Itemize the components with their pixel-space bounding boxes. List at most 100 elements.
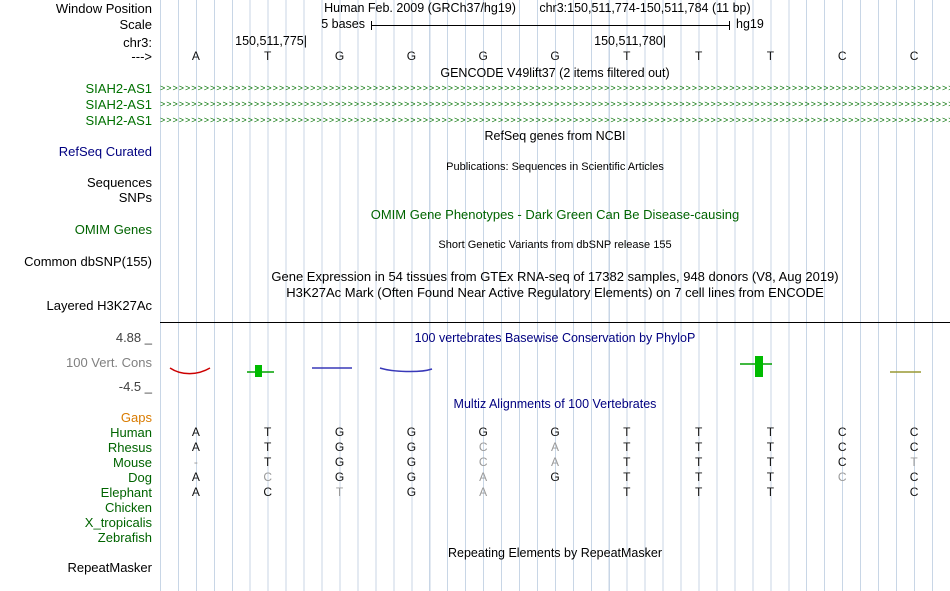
strand-arrow-label: ---> [131, 49, 152, 64]
alignment-row-zebrafish [160, 530, 950, 545]
aligned-base: T [264, 455, 272, 469]
aligned-base: T [623, 470, 631, 484]
transcript-label[interactable]: SIAH2-AS1 [85, 113, 152, 128]
ruler-tick-1: 150,511,775| [235, 34, 307, 48]
track-label-repeatmasker[interactable]: RepeatMasker [67, 560, 152, 575]
aligned-base [160, 530, 232, 545]
aligned-base [232, 515, 304, 530]
aligned-base: G [334, 455, 345, 469]
track-label-gaps[interactable]: Gaps [120, 410, 152, 425]
track-title-h3k27ac[interactable]: H3K27Ac Mark (Often Found Near Active Re… [286, 285, 824, 300]
aligned-base: C [478, 440, 488, 454]
species-label-human[interactable]: Human [110, 425, 152, 440]
sequence-base: T [264, 49, 272, 63]
aligned-base [591, 500, 663, 515]
transcript-arrows[interactable]: >>>>>>>>>>>>>>>>>>>>>>>>>>>>>>>>>>>>>>>>… [160, 99, 950, 109]
track-label-snps[interactable]: SNPs [118, 190, 152, 205]
scale-bar [371, 21, 730, 30]
sequence-base: G [550, 49, 560, 63]
aligned-base: - [193, 455, 198, 469]
aligned-base [447, 530, 519, 545]
track-label-refseq-curated[interactable]: RefSeq Curated [58, 144, 152, 159]
aligned-base: A [479, 485, 488, 499]
aligned-base [735, 515, 807, 530]
aligned-base [519, 500, 591, 515]
aligned-base: A [191, 425, 200, 439]
aligned-base [519, 530, 591, 545]
track-title-multiz[interactable]: Multiz Alignments of 100 Vertebrates [453, 397, 657, 411]
assembly-label: Human Feb. 2009 (GRCh37/hg19) [324, 1, 516, 15]
aligned-base: C [478, 455, 488, 469]
aligned-base [232, 500, 304, 515]
aligned-base: T [766, 470, 775, 484]
species-label-rhesus[interactable]: Rhesus [107, 440, 152, 455]
track-title-publications[interactable]: Publications: Sequences in Scientific Ar… [446, 161, 664, 173]
aligned-base: C [263, 470, 273, 484]
species-label-elephant[interactable]: Elephant [100, 485, 152, 500]
track-label-100-vert-cons[interactable]: 100 Vert. Cons [66, 355, 152, 370]
aligned-base [519, 515, 591, 530]
aligned-base: G [334, 440, 345, 454]
aligned-base [806, 515, 878, 530]
track-label-layered-h3k27ac[interactable]: Layered H3K27Ac [46, 298, 152, 313]
conservation-max-value: 4.88 _ [115, 330, 152, 345]
aligned-base: T [623, 455, 631, 469]
species-label-x_tropicalis[interactable]: X_tropicalis [84, 515, 152, 530]
track-title-repeatmasker[interactable]: Repeating Elements by RepeatMasker [447, 546, 662, 560]
aligned-base [663, 515, 735, 530]
transcript-label[interactable]: SIAH2-AS1 [85, 81, 152, 96]
aligned-base: C [837, 470, 847, 484]
species-label-mouse[interactable]: Mouse [112, 455, 152, 470]
chromosome-label: chr3: [123, 35, 152, 50]
aligned-base: G [334, 470, 345, 484]
species-label-zebrafish[interactable]: Zebrafish [97, 530, 152, 545]
sequence-base: T [694, 49, 703, 63]
track-label-sequences[interactable]: Sequences [86, 175, 152, 190]
sequence-base: G [406, 49, 417, 63]
track-title-gencode[interactable]: GENCODE V49lift37 (2 items filtered out) [440, 66, 670, 80]
track-title-gtex[interactable]: Gene Expression in 54 tissues from GTEx … [271, 269, 839, 284]
sequence-base: C [837, 49, 847, 63]
transcript-arrows[interactable]: >>>>>>>>>>>>>>>>>>>>>>>>>>>>>>>>>>>>>>>>… [160, 115, 950, 125]
aligned-base: C [837, 455, 847, 469]
aligned-base [232, 530, 304, 545]
track-label-omim-genes[interactable]: OMIM Genes [74, 222, 152, 237]
aligned-base: T [766, 440, 775, 454]
aligned-base [735, 500, 807, 515]
sequence-base: T [766, 49, 775, 63]
aligned-base: G [478, 425, 488, 439]
sequence-base: G [334, 49, 345, 63]
window-position-label: Window Position [55, 1, 152, 16]
transcript-arrows[interactable]: >>>>>>>>>>>>>>>>>>>>>>>>>>>>>>>>>>>>>>>>… [160, 83, 950, 93]
track-title-omim[interactable]: OMIM Gene Phenotypes - Dark Green Can Be… [370, 207, 740, 222]
aligned-base: A [191, 485, 200, 499]
species-label-chicken[interactable]: Chicken [105, 500, 152, 515]
track-label-common-dbsnp[interactable]: Common dbSNP(155) [24, 254, 152, 269]
aligned-base: C [837, 440, 847, 454]
track-title-refseq[interactable]: RefSeq genes from NCBI [484, 129, 626, 143]
track-separator-line [160, 322, 950, 323]
aligned-base: C [837, 425, 847, 439]
transcript-label[interactable]: SIAH2-AS1 [85, 97, 152, 112]
aligned-base [878, 500, 950, 515]
aligned-base: T [910, 455, 918, 469]
species-label-dog[interactable]: Dog [128, 470, 152, 485]
alignment-row-chicken [160, 500, 950, 515]
aligned-base: T [264, 425, 272, 439]
aligned-base: G [406, 425, 417, 439]
track-title-dbsnp[interactable]: Short Genetic Variants from dbSNP releas… [438, 239, 672, 251]
scale-bases-label: 5 bases [321, 17, 365, 31]
aligned-base [304, 500, 376, 515]
aligned-base: T [335, 485, 344, 499]
track-title-phylop[interactable]: 100 vertebrates Basewise Conservation by… [414, 331, 696, 345]
aligned-base [591, 530, 663, 545]
aligned-base [519, 485, 591, 500]
aligned-base [806, 530, 878, 545]
sequence-base: G [478, 49, 488, 63]
aligned-base [160, 500, 232, 515]
aligned-base: T [766, 425, 775, 439]
